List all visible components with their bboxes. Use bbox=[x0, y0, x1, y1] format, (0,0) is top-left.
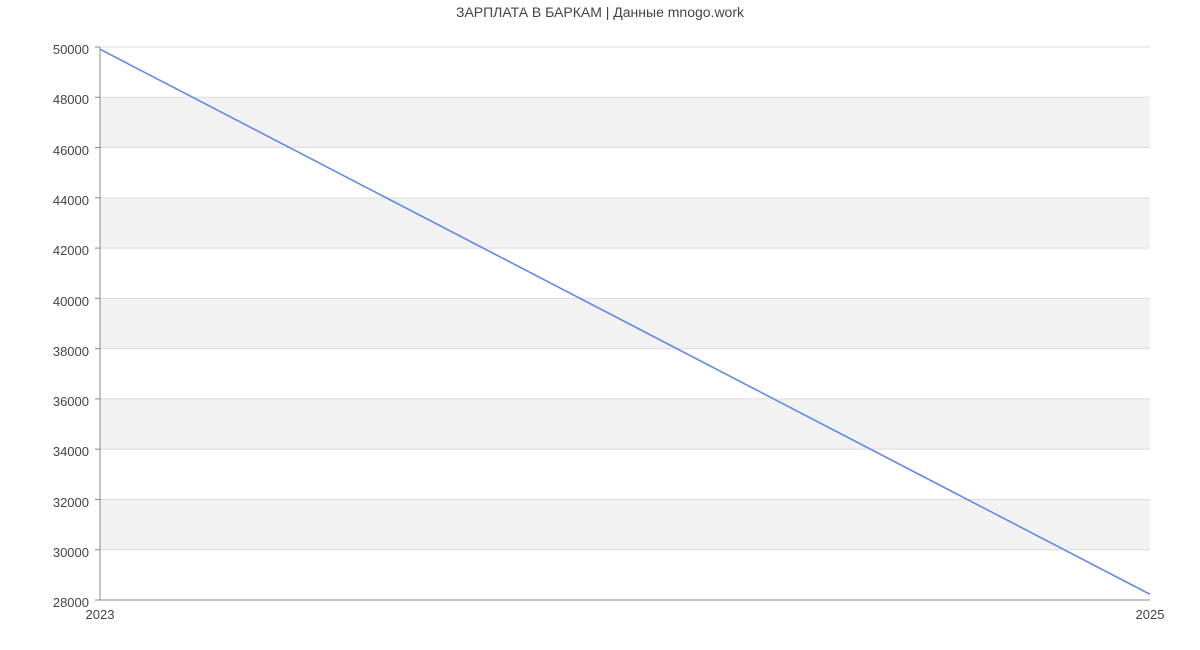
svg-text:42000: 42000 bbox=[53, 243, 89, 258]
svg-text:28000: 28000 bbox=[53, 595, 89, 610]
svg-text:46000: 46000 bbox=[53, 143, 89, 158]
svg-text:2023: 2023 bbox=[86, 607, 115, 622]
svg-text:30000: 30000 bbox=[53, 545, 89, 560]
svg-text:32000: 32000 bbox=[53, 495, 89, 510]
svg-text:34000: 34000 bbox=[53, 444, 89, 459]
svg-text:2025: 2025 bbox=[1136, 607, 1165, 622]
svg-text:44000: 44000 bbox=[53, 193, 89, 208]
svg-text:40000: 40000 bbox=[53, 294, 89, 309]
svg-text:38000: 38000 bbox=[53, 344, 89, 359]
svg-text:50000: 50000 bbox=[53, 42, 89, 57]
svg-text:ЗАРПЛАТА В БАРКАМ | Данные mno: ЗАРПЛАТА В БАРКАМ | Данные mnogo.work bbox=[456, 4, 745, 20]
svg-text:36000: 36000 bbox=[53, 394, 89, 409]
svg-text:48000: 48000 bbox=[53, 92, 89, 107]
